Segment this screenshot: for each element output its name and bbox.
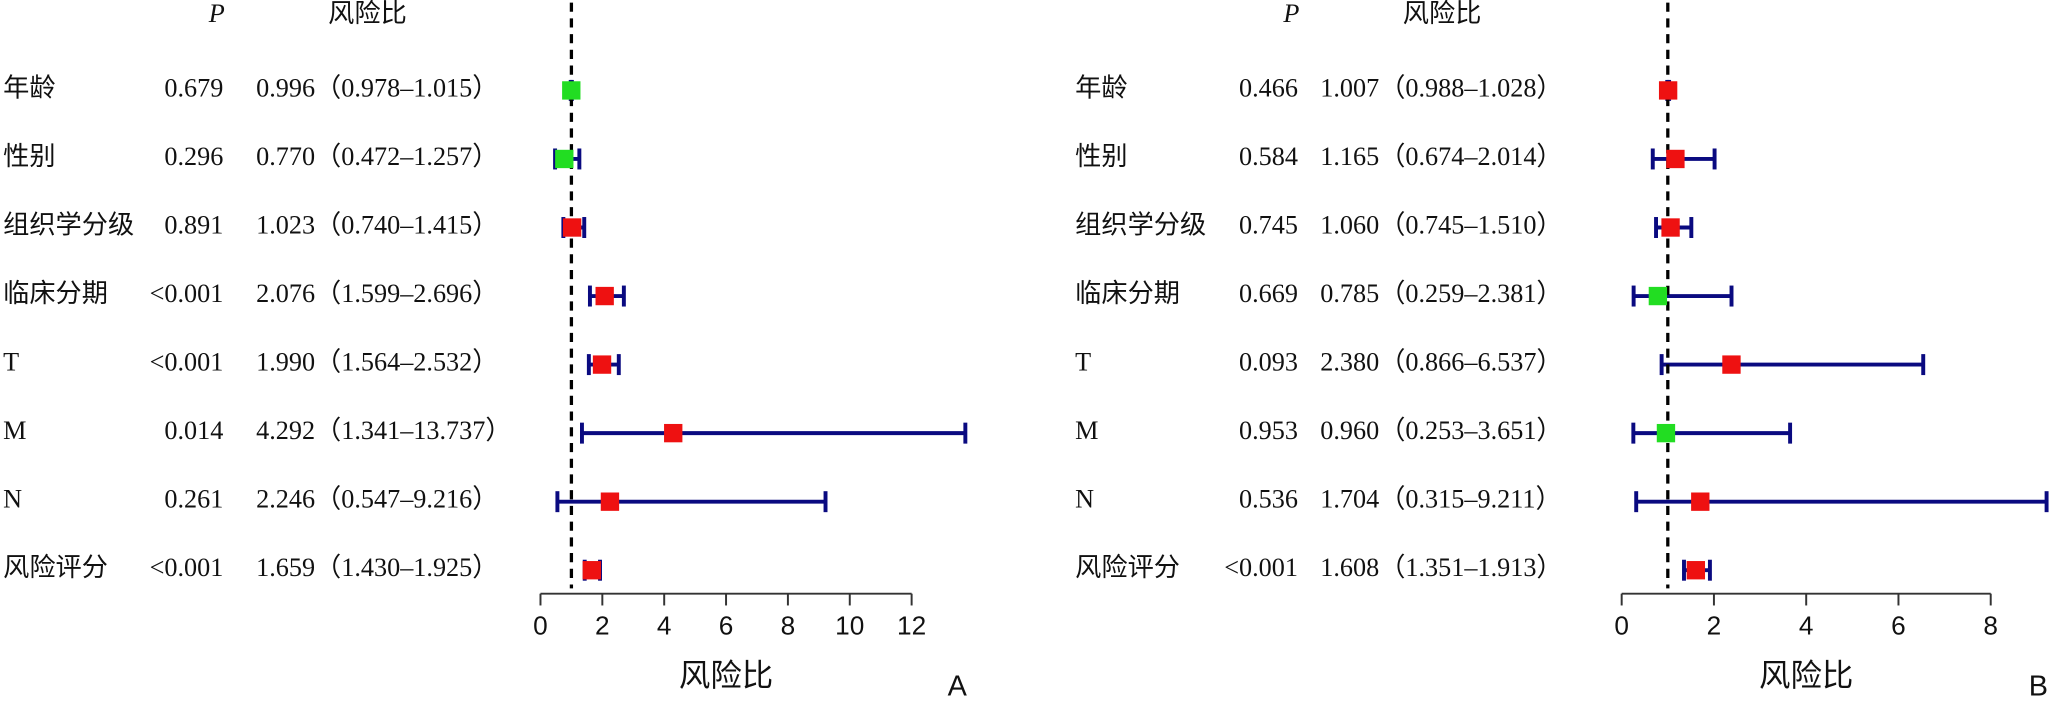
hr-label: 1.990（1.564–2.532） [256,348,498,377]
p-value: 0.745 [1239,211,1298,240]
p-value: <0.001 [1224,553,1298,582]
hr-label: 2.076（1.599–2.696） [256,279,498,308]
hr-label: 0.960（0.253–3.651） [1320,416,1562,445]
hr-marker [664,423,683,443]
hr-marker [595,286,614,306]
hr-header: 风险比 [328,0,407,28]
x-tick-label: 8 [1983,611,1998,641]
hr-marker [1691,492,1710,511]
row-label: M [1075,416,1098,445]
hr-marker [1686,561,1706,580]
row-label: N [3,485,22,514]
x-tick-label: 8 [781,611,796,641]
hr-header: 风险比 [1403,0,1482,28]
hr-label: 1.704（0.315–9.211） [1320,485,1561,514]
hr-label: 4.292（1.341–13.737） [256,416,511,445]
hr-label: 1.060（0.745–1.510） [1320,211,1562,240]
row-label: T [1075,348,1091,377]
row-label: 组织学分级 [1075,211,1206,240]
p-value: 0.669 [1239,279,1298,308]
p-value: 0.584 [1239,142,1298,171]
hr-marker [1661,218,1680,237]
row-label: 年龄 [3,73,55,102]
row-label: 风险评分 [1075,553,1180,582]
p-value: 0.093 [1239,348,1298,377]
hr-marker [582,561,601,580]
row-label: 组织学分级 [3,211,134,240]
p-header: P [208,0,225,28]
x-tick-label: 10 [835,611,864,641]
p-header: P [1282,0,1299,28]
x-tick-label: 2 [595,611,610,641]
hr-marker [562,218,582,237]
hr-marker [1648,286,1668,306]
hr-marker [1658,81,1678,100]
hr-marker [562,81,581,100]
row-label: M [3,416,26,445]
x-tick-label: 0 [533,611,548,641]
hr-marker [1656,423,1676,443]
p-value: 0.261 [164,485,223,514]
p-value: 0.466 [1239,73,1298,102]
panel-label: B [2029,671,2048,703]
row-label: 年龄 [1075,73,1127,102]
hr-label: 0.785（0.259–2.381） [1320,279,1562,308]
hr-marker [555,149,574,169]
x-tick-label: 0 [1614,611,1629,641]
x-tick-label: 4 [657,611,672,641]
hr-marker [600,492,620,511]
row-label: 性别 [1075,142,1127,171]
hr-label: 1.023（0.740–1.415） [256,211,498,240]
x-tick-label: 4 [1799,611,1814,641]
x-axis-title: 风险比 [1759,658,1853,693]
hr-label: 0.996（0.978–1.015） [256,73,498,102]
p-value: <0.001 [150,553,224,582]
hr-marker [592,355,612,374]
hr-label: 2.246（0.547–9.216） [256,485,498,514]
x-tick-label: 2 [1707,611,1722,641]
x-tick-label: 12 [897,611,926,641]
hr-label: 1.007（0.988–1.028） [1320,73,1562,102]
row-label: T [3,348,19,377]
row-label: 临床分期 [3,279,108,308]
hr-marker [1722,355,1741,374]
p-value: 0.536 [1239,485,1298,514]
p-value: <0.001 [150,348,224,377]
p-value: 0.953 [1239,416,1298,445]
row-label: 性别 [3,142,55,171]
hr-label: 1.659（1.430–1.925） [256,553,498,582]
row-label: 风险评分 [3,553,108,582]
p-value: 0.891 [164,211,223,240]
row-label: 临床分期 [1075,279,1180,308]
p-value: <0.001 [150,279,224,308]
p-value: 0.014 [164,416,223,445]
p-value: 0.679 [164,73,223,102]
row-label: N [1075,485,1094,514]
x-tick-label: 6 [719,611,734,641]
x-axis-title: 风险比 [679,658,773,693]
p-value: 0.296 [164,142,223,171]
hr-label: 1.608（1.351–1.913） [1320,553,1562,582]
hr-label: 2.380（0.866–6.537） [1320,348,1562,377]
hr-label: 1.165（0.674–2.014） [1320,142,1562,171]
hr-label: 0.770（0.472–1.257） [256,142,498,171]
x-tick-label: 6 [1891,611,1906,641]
hr-marker [1666,149,1685,169]
panel-label: A [948,671,968,703]
